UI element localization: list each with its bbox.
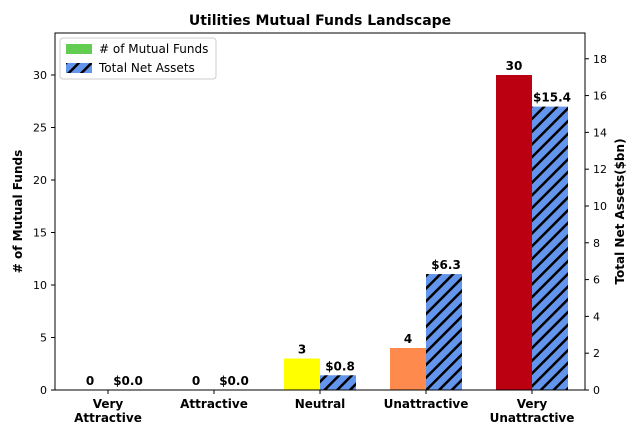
- chart-title: Utilities Mutual Funds Landscape: [189, 13, 451, 29]
- y-right-axis-title: Total Net Assets($bn): [613, 138, 627, 284]
- data-label-net-assets: $0.8: [325, 359, 355, 373]
- legend-swatch-mutual-funds: [66, 44, 92, 54]
- y-left-tick-label: 20: [33, 174, 47, 187]
- legend-label-net-assets: Total Net Assets: [98, 61, 195, 75]
- x-tick-label: Attractive: [180, 397, 248, 411]
- data-label-mutual-funds: 0: [86, 374, 94, 388]
- y-left-axis-title: # of Mutual Funds: [11, 150, 25, 273]
- bar-mutual-funds: [390, 348, 426, 390]
- y-right-tick-label: 18: [593, 53, 607, 66]
- y-right-tick-label: 4: [593, 310, 600, 323]
- plot-frame: [54, 32, 586, 391]
- y-right-tick-label: 6: [593, 274, 600, 287]
- y-right-tick-label: 8: [593, 237, 600, 250]
- legend-swatch-net-assets: [66, 63, 92, 73]
- legend-box: [59, 37, 217, 80]
- x-tick-label: Very Attractive: [74, 397, 142, 425]
- data-label-mutual-funds: 4: [404, 332, 412, 346]
- x-tick-label: Very Unattractive: [490, 397, 575, 425]
- bar-mutual-funds: [496, 75, 532, 390]
- data-label-mutual-funds: 3: [298, 343, 306, 357]
- y-right-tick-label: 12: [593, 163, 607, 176]
- y-left-tick-label: 0: [40, 384, 47, 397]
- legend-label-mutual-funds: # of Mutual Funds: [99, 42, 208, 56]
- bar-mutual-funds: [284, 358, 320, 390]
- y-left-tick-label: 30: [33, 69, 47, 82]
- y-left-tick-label: 25: [33, 122, 47, 135]
- x-tick-label: Unattractive: [384, 397, 469, 411]
- y-right-tick-label: 16: [593, 90, 607, 103]
- y-right-tick-label: 10: [593, 200, 607, 213]
- data-label-net-assets: $0.0: [219, 374, 249, 388]
- data-label-mutual-funds: 0: [192, 374, 200, 388]
- bar-net-assets: [532, 106, 568, 390]
- bar-net-assets: [426, 274, 462, 390]
- y-left-tick-label: 5: [40, 332, 47, 345]
- x-tick-label: Neutral: [295, 397, 346, 411]
- y-right-tick-label: 2: [593, 347, 600, 360]
- y-left-tick-label: 15: [33, 227, 47, 240]
- bar-net-assets: [320, 375, 356, 390]
- data-label-mutual-funds: 30: [506, 59, 523, 73]
- y-left-tick-label: 10: [33, 279, 47, 292]
- data-label-net-assets: $15.4: [533, 91, 571, 105]
- y-right-tick-label: 14: [593, 126, 607, 139]
- y-right-tick-label: 0: [593, 384, 600, 397]
- data-label-net-assets: $0.0: [113, 374, 143, 388]
- data-label-net-assets: $6.3: [431, 258, 461, 272]
